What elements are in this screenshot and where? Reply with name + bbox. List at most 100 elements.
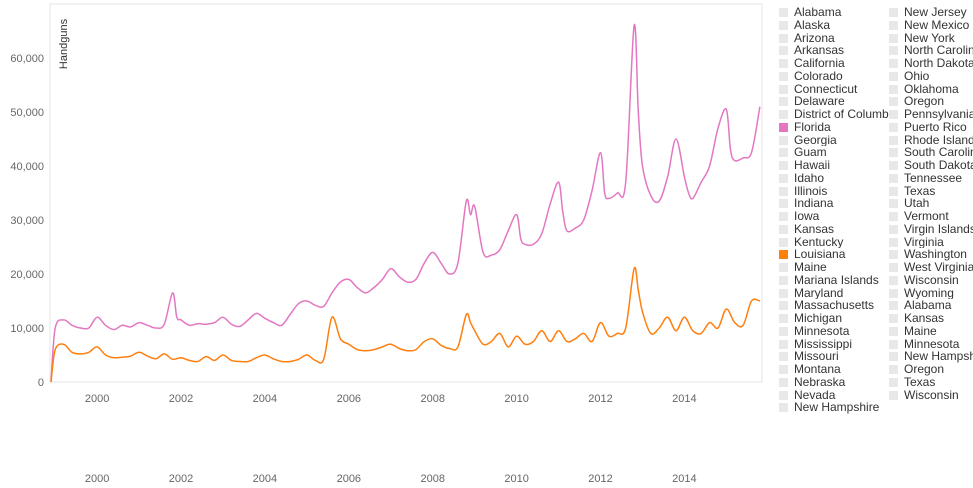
legend-item[interactable]: Nebraska — [779, 376, 889, 389]
legend-item[interactable]: New Jersey — [889, 6, 973, 19]
legend-item[interactable]: Iowa — [779, 210, 889, 223]
legend-item[interactable]: Georgia — [779, 134, 889, 147]
legend-item[interactable]: Alabama — [889, 299, 973, 312]
x-tick-label: 2000 — [85, 393, 109, 405]
legend-item[interactable]: Indiana — [779, 197, 889, 210]
legend-label: Michigan — [794, 312, 843, 325]
legend-label: South Dakota — [904, 159, 973, 172]
legend-item[interactable]: Missouri — [779, 350, 889, 363]
legend-label: Virgin Islands — [904, 222, 973, 236]
legend-item[interactable]: Kansas — [889, 312, 973, 325]
legend-item[interactable]: Kansas — [779, 223, 889, 236]
legend-item[interactable]: Massachusetts — [779, 299, 889, 312]
legend-swatch — [779, 186, 788, 196]
legend-swatch — [889, 46, 898, 56]
legend-item[interactable]: Hawaii — [779, 159, 889, 172]
legend-item[interactable]: Mississippi — [779, 338, 889, 351]
legend-item[interactable]: California — [779, 57, 889, 70]
legend-item[interactable]: Guam — [779, 146, 889, 159]
legend-swatch — [889, 352, 898, 362]
legend-swatch — [889, 275, 898, 285]
legend-label: Alabama — [794, 6, 842, 19]
legend-item[interactable]: South Dakota — [889, 159, 973, 172]
legend-item[interactable]: New York — [889, 32, 973, 45]
legend-item[interactable]: Delaware — [779, 95, 889, 108]
legend-item[interactable]: Oregon — [889, 95, 973, 108]
legend-item[interactable]: New Hampshire — [889, 350, 973, 363]
legend-item[interactable]: Texas — [889, 185, 973, 198]
legend-swatch — [779, 8, 788, 17]
legend-item[interactable]: Washington — [889, 248, 973, 261]
legend-label: Iowa — [794, 210, 820, 223]
legend-swatch — [889, 377, 898, 387]
legend-swatch — [779, 84, 788, 94]
legend-item[interactable]: Arizona — [779, 32, 889, 45]
legend-item[interactable]: Wisconsin — [889, 274, 973, 287]
legend-item[interactable]: Idaho — [779, 172, 889, 185]
series-line-louisiana — [50, 266, 761, 383]
legend-label: Maryland — [794, 286, 844, 300]
legend-swatch — [889, 135, 898, 145]
legend-item[interactable]: Kentucky — [779, 236, 889, 249]
legend-item[interactable]: Colorado — [779, 70, 889, 83]
legend-item[interactable]: Maine — [889, 325, 973, 338]
x-axis: 2000 2002 2004 2006 2008 2010 2012 2014 — [85, 393, 697, 405]
legend-label: New Jersey — [904, 6, 967, 19]
legend-item[interactable]: Virginia — [889, 236, 973, 249]
legend-item[interactable]: Louisiana — [779, 248, 889, 261]
legend-item[interactable]: South Carolina — [889, 146, 973, 159]
legend-item[interactable]: Nevada — [779, 389, 889, 402]
legend-swatch — [889, 339, 898, 349]
legend-item[interactable]: New Mexico — [889, 19, 973, 32]
legend-item[interactable]: Maine — [779, 261, 889, 274]
legend-item[interactable]: Minnesota — [779, 325, 889, 338]
legend-swatch — [889, 212, 898, 221]
legend-item[interactable]: Oregon — [889, 363, 973, 376]
legend-item[interactable]: Alabama — [779, 6, 889, 19]
legend-item[interactable]: North Dakota — [889, 57, 973, 70]
legend-item[interactable]: Puerto Rico — [889, 121, 973, 134]
legend-label: Idaho — [794, 171, 825, 185]
legend-swatch — [889, 71, 898, 81]
legend-item[interactable]: Mariana Islands — [779, 274, 889, 287]
legend-item[interactable]: Wisconsin — [889, 389, 973, 402]
legend-item[interactable]: West Virginia — [889, 261, 973, 274]
legend-item[interactable]: Pennsylvania — [889, 108, 973, 121]
legend-item[interactable]: North Carolina — [889, 44, 973, 57]
legend-item[interactable]: Texas — [889, 376, 973, 389]
legend-item[interactable]: Wyoming — [889, 287, 973, 300]
legend-item[interactable]: Tennessee — [889, 172, 973, 185]
legend-item[interactable]: Arkansas — [779, 44, 889, 57]
x-tick-label: 2008 — [420, 393, 444, 405]
legend-item[interactable]: Michigan — [779, 312, 889, 325]
legend-item[interactable]: Rhode Island — [889, 134, 973, 147]
legend-item[interactable]: Illinois — [779, 185, 889, 198]
legend-item[interactable]: Minnesota — [889, 338, 973, 351]
legend-swatch — [779, 212, 788, 221]
legend-item[interactable]: Virgin Islands — [889, 223, 973, 236]
legend-item[interactable]: District of Columbia — [779, 108, 889, 121]
legend-label: Kentucky — [794, 235, 844, 249]
legend-label: Indiana — [794, 197, 834, 210]
legend-label: Minnesota — [904, 337, 960, 351]
legend-label: Wisconsin — [904, 273, 959, 287]
legend-item[interactable]: Maryland — [779, 287, 889, 300]
legend-label: Colorado — [794, 69, 843, 83]
legend-item[interactable]: Alaska — [779, 19, 889, 32]
legend-item[interactable]: Montana — [779, 363, 889, 376]
legend-item[interactable]: Connecticut — [779, 83, 889, 96]
x-tick-label-secondary: 2010 — [504, 473, 528, 485]
legend-item[interactable]: Florida — [779, 121, 889, 134]
legend-item[interactable]: Utah — [889, 197, 973, 210]
legend-item[interactable]: Oklahoma — [889, 83, 973, 96]
legend-item[interactable]: Vermont — [889, 210, 973, 223]
legend-swatch — [779, 46, 788, 56]
legend-swatch — [779, 173, 788, 183]
legend-swatch — [779, 288, 788, 298]
legend-item[interactable]: New Hampshire — [779, 401, 889, 414]
legend-swatch — [889, 237, 898, 247]
x-tick-label-secondary: 2006 — [337, 473, 361, 485]
legend-item[interactable]: Ohio — [889, 70, 973, 83]
legend-column-1: Alabama Alaska Arizona Arkansas California Co… — [779, 6, 889, 414]
legend-label: New Mexico — [904, 18, 970, 32]
